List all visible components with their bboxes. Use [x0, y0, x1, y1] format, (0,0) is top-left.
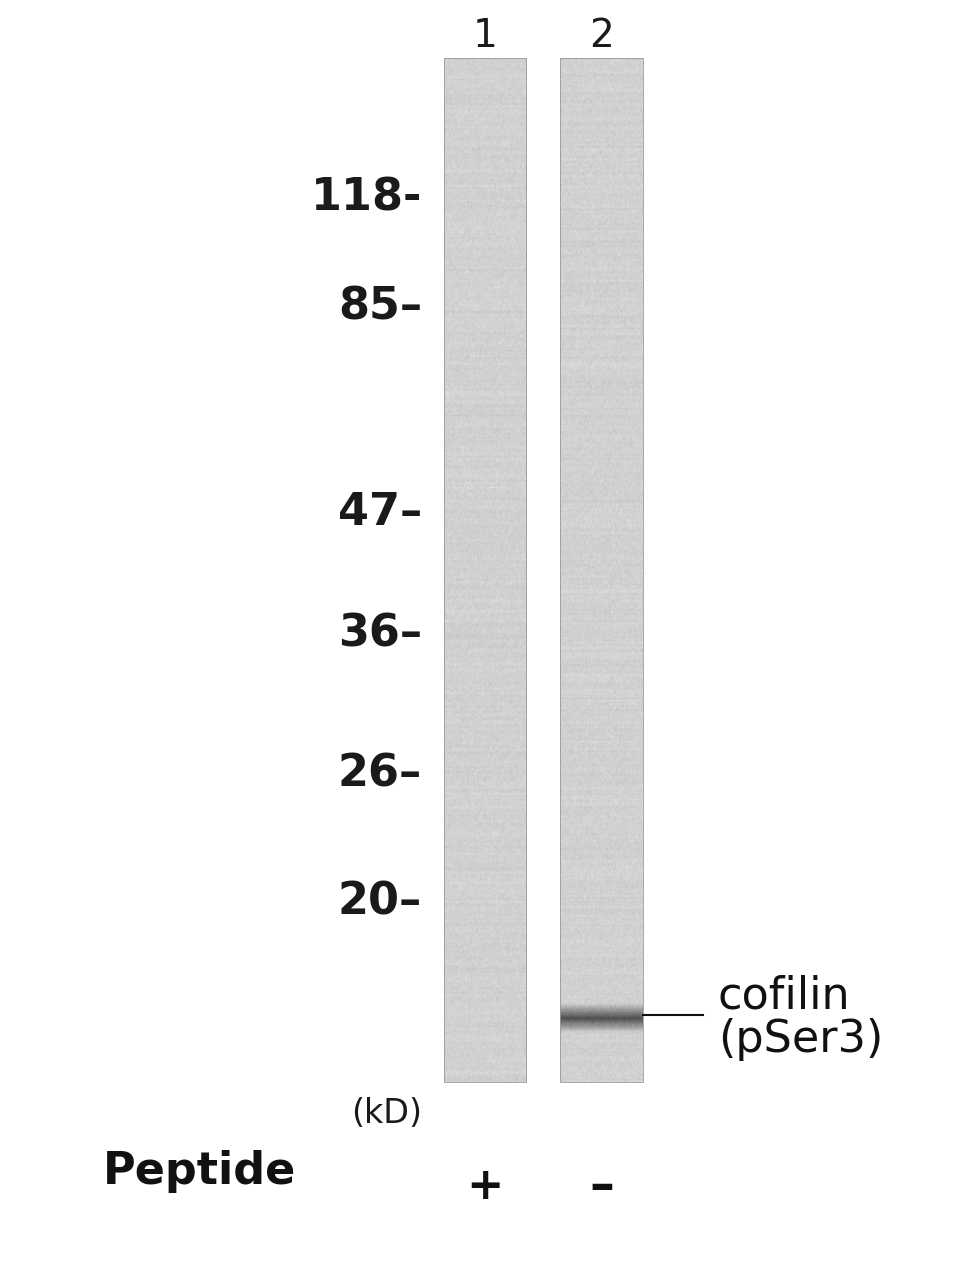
Text: 118-: 118- [310, 177, 422, 220]
Text: cofilin: cofilin [717, 974, 850, 1018]
Text: 20–: 20– [337, 881, 422, 924]
Text: 47–: 47– [337, 490, 422, 534]
Text: 2: 2 [588, 17, 613, 55]
Text: –: – [588, 1162, 613, 1211]
Text: 26–: 26– [337, 753, 422, 796]
Text: (pSer3): (pSer3) [717, 1018, 882, 1061]
Text: 1: 1 [472, 17, 497, 55]
Text: 85–: 85– [337, 285, 422, 329]
Text: 36–: 36– [337, 612, 422, 655]
Bar [443, 58, 525, 1082]
Text: (kD): (kD) [351, 1097, 422, 1130]
Text: Peptide: Peptide [103, 1149, 296, 1193]
Text: +: + [466, 1165, 503, 1208]
Bar [560, 58, 641, 1082]
